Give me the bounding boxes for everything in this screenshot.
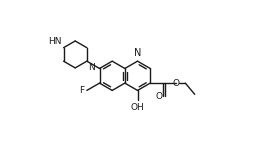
Text: O: O (155, 92, 162, 101)
Text: N: N (88, 63, 95, 72)
Text: F: F (79, 86, 84, 95)
Text: HN: HN (49, 37, 62, 46)
Text: N: N (134, 48, 142, 58)
Text: O: O (172, 79, 179, 88)
Text: OH: OH (131, 103, 144, 112)
